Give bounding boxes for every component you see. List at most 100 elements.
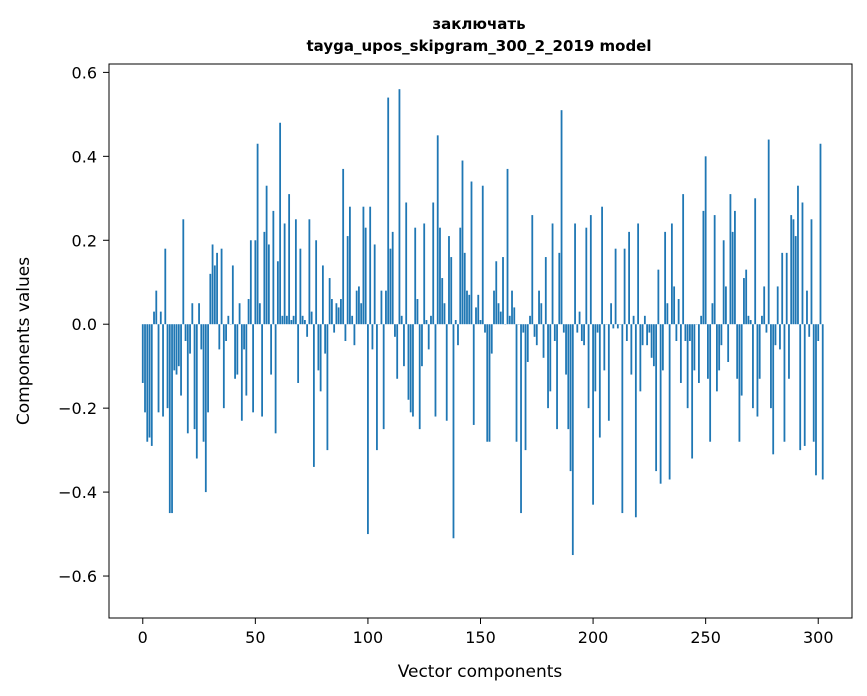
bar (263, 231, 266, 325)
bar (324, 324, 327, 354)
x-tick-label: 0 (138, 628, 148, 647)
bar (441, 278, 444, 325)
bar (815, 324, 817, 476)
bar (655, 324, 658, 472)
bar (240, 324, 243, 421)
bar (299, 248, 302, 325)
bar (623, 248, 626, 325)
bar (234, 324, 236, 379)
y-tick-label: 0.6 (72, 63, 97, 82)
bar (538, 290, 540, 325)
bar (150, 324, 153, 446)
bar (193, 324, 196, 430)
bar (562, 324, 565, 333)
bar (574, 223, 576, 325)
bar (326, 324, 329, 451)
bar (267, 244, 270, 325)
bar (292, 315, 295, 325)
bar (725, 286, 727, 325)
bar (436, 135, 439, 325)
bar (209, 273, 212, 325)
bar (774, 324, 777, 346)
bar (544, 257, 547, 325)
bar (439, 227, 441, 325)
bar (466, 290, 468, 325)
bar (484, 324, 486, 333)
bar (589, 215, 592, 325)
bar (625, 324, 628, 341)
bar (693, 324, 696, 371)
bar (765, 324, 768, 333)
bar (279, 122, 282, 325)
bar (218, 324, 221, 350)
bar (553, 324, 556, 341)
bar (369, 206, 372, 325)
chart-title: заключать (432, 15, 525, 33)
bar (664, 231, 667, 325)
bar (556, 324, 558, 430)
bar (283, 223, 286, 325)
bar (614, 248, 617, 325)
bar (641, 324, 644, 346)
bar (808, 324, 811, 337)
bar (159, 311, 162, 325)
bar (752, 324, 754, 409)
bar (803, 324, 806, 446)
bar (610, 303, 612, 325)
bar (189, 324, 191, 354)
bar (337, 307, 340, 325)
bar (294, 219, 297, 325)
bar (603, 324, 606, 371)
bar (745, 269, 748, 325)
bar (788, 324, 790, 379)
bar (547, 324, 549, 409)
bar (204, 324, 207, 493)
bar (340, 299, 342, 325)
bar (254, 240, 257, 325)
bar (709, 324, 712, 442)
bar (220, 248, 223, 325)
bar (691, 324, 694, 459)
x-tick-label: 300 (803, 628, 834, 647)
bar (511, 290, 513, 325)
chart-subtitle: tayga_upos_skipgram_300_2_2019 model (307, 37, 652, 55)
bar (722, 240, 725, 325)
bar (412, 324, 414, 417)
bar (702, 210, 705, 325)
bar (459, 227, 462, 325)
bar (155, 290, 158, 325)
bar (346, 236, 349, 325)
bar (499, 311, 502, 325)
bar (463, 252, 466, 325)
bar (443, 303, 446, 325)
bar (770, 324, 772, 409)
bar (560, 110, 563, 325)
bar (288, 194, 291, 325)
bar (607, 324, 610, 421)
y-tick-label: −0.4 (58, 483, 97, 502)
bar (461, 160, 464, 325)
bar (790, 215, 793, 325)
bar (583, 324, 585, 346)
bar (398, 89, 401, 325)
bar (195, 324, 198, 459)
bar (612, 324, 615, 329)
x-tick-label: 50 (245, 628, 265, 647)
bar (594, 324, 597, 392)
bar (799, 324, 802, 451)
bar (319, 324, 322, 392)
bar (191, 303, 194, 325)
bar (360, 303, 363, 325)
bar (677, 299, 680, 325)
bar (445, 324, 448, 421)
bar (481, 185, 484, 325)
bar (616, 324, 619, 329)
bar (650, 324, 653, 358)
bar (281, 315, 284, 325)
bar (276, 261, 279, 325)
x-axis-ticks: 0 50 100 150 200 250 300 (138, 618, 834, 647)
x-tick-label: 100 (353, 628, 384, 647)
bar (475, 307, 477, 325)
bar (758, 324, 761, 379)
bar (621, 324, 624, 514)
